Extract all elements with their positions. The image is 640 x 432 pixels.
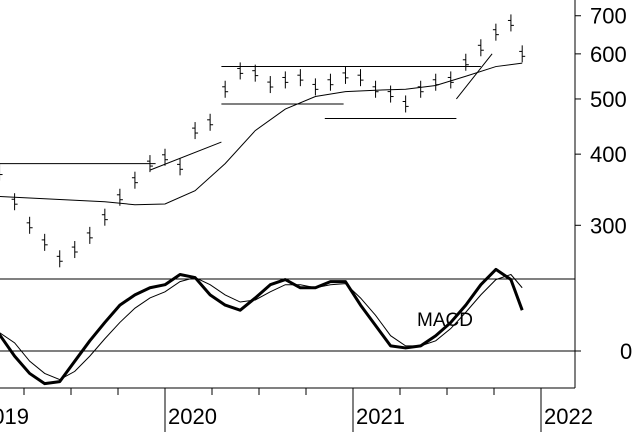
y-tick-label: 400 [590, 142, 627, 167]
price-panel [0, 14, 526, 268]
y-tick-label: 300 [590, 213, 627, 238]
trendline [456, 53, 493, 100]
y-tick-label: 0 [620, 339, 632, 364]
trendlines [0, 53, 493, 171]
y-tick-label: 600 [590, 42, 627, 67]
chart-frame [0, 0, 576, 389]
macd-panel [0, 267, 575, 386]
moving-average-line [0, 62, 523, 206]
y-tick-label: 500 [590, 87, 627, 112]
axes: 300 400 500 600 700 0 2019 2020 2021 2022 [0, 4, 632, 432]
macd-line [0, 267, 524, 386]
trendline [149, 141, 222, 171]
x-tick-label: 2019 [0, 404, 29, 429]
x-tick-label: 2022 [544, 404, 593, 429]
x-tick-label: 2021 [356, 404, 405, 429]
y-tick-label: 700 [590, 4, 627, 29]
x-tick-label: 2020 [168, 404, 217, 429]
macd-annotation: MACD [417, 310, 473, 331]
